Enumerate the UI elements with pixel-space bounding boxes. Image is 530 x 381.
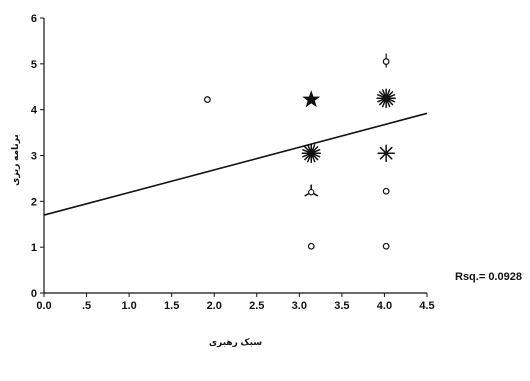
fit-line-layer bbox=[43, 112, 428, 216]
rsq-annotation: Rsq.= 0.0928 bbox=[455, 271, 522, 283]
x-tick-label: 1.0 bbox=[121, 300, 136, 312]
x-tick-label: 4.5 bbox=[419, 300, 434, 312]
axes bbox=[40, 17, 428, 297]
y-tick-label: 1 bbox=[31, 242, 37, 254]
y-tick-label: 5 bbox=[31, 59, 37, 71]
y-tick-label: 3 bbox=[31, 151, 37, 163]
x-tick-label: .5 bbox=[82, 300, 91, 312]
regression-line bbox=[43, 112, 428, 216]
labels-layer: 0.0 .5 1.0 1.5 2.0 2.5 3.0 3.5 4.0 4.5 0 1 2 3 4 5 6 سبک … bbox=[10, 13, 522, 348]
x-tick-label: 0.0 bbox=[36, 300, 51, 312]
y-tick-label: 6 bbox=[31, 13, 37, 25]
y-tick-label: 2 bbox=[31, 196, 37, 208]
y-tick-label: 0 bbox=[31, 288, 37, 300]
data-point bbox=[304, 184, 319, 197]
x-tick-label: 3.5 bbox=[334, 300, 349, 312]
x-axis-title: سبک رهبری bbox=[209, 337, 262, 348]
data-point bbox=[382, 242, 390, 250]
x-tick-label: 2.5 bbox=[249, 300, 264, 312]
data-point bbox=[376, 88, 396, 108]
data-point bbox=[382, 187, 390, 195]
y-tick-label: 4 bbox=[31, 105, 38, 117]
x-tick-label: 3.0 bbox=[292, 300, 307, 312]
data-point bbox=[307, 242, 315, 250]
x-tick-label: 4.0 bbox=[377, 300, 392, 312]
points-layer bbox=[204, 53, 396, 250]
data-point bbox=[301, 143, 321, 163]
x-tick-label: 2.0 bbox=[207, 300, 222, 312]
data-point bbox=[382, 53, 390, 68]
y-axis-title: برنامه ریزی bbox=[10, 134, 21, 186]
data-point bbox=[204, 96, 211, 103]
x-tick-label: 1.5 bbox=[164, 300, 179, 312]
data-point bbox=[377, 144, 395, 162]
data-point bbox=[302, 90, 321, 108]
